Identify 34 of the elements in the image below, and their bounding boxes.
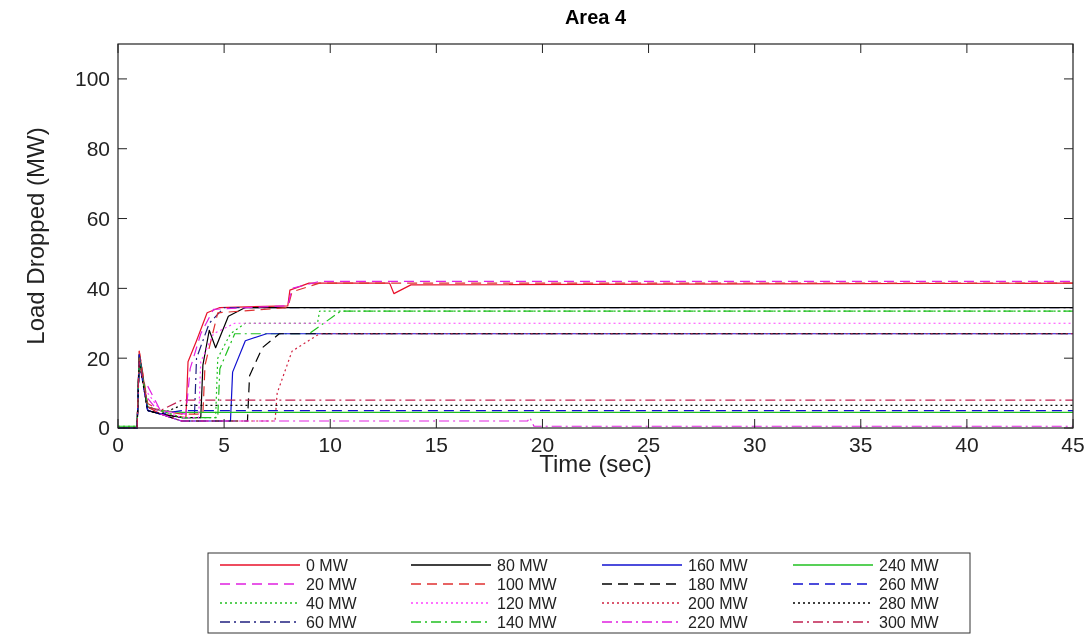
x-tick-label: 35 bbox=[849, 433, 873, 456]
x-tick-label: 10 bbox=[318, 433, 342, 456]
legend-label: 300 MW bbox=[879, 613, 940, 631]
y-axis-title: Load Dropped (MW) bbox=[22, 127, 49, 345]
y-tick-label: 60 bbox=[86, 206, 110, 230]
legend-label: 160 MW bbox=[688, 556, 749, 574]
legend-label: 280 MW bbox=[879, 594, 940, 612]
legend-label: 0 MW bbox=[306, 556, 349, 574]
legend-label: 240 MW bbox=[879, 556, 940, 574]
x-tick-label: 0 bbox=[112, 433, 124, 456]
legend-label: 100 MW bbox=[497, 575, 558, 593]
legend-label: 120 MW bbox=[497, 594, 558, 612]
y-tick-label: 0 bbox=[98, 416, 110, 440]
y-tick-label: 80 bbox=[86, 137, 110, 161]
legend-label: 140 MW bbox=[497, 613, 558, 631]
x-tick-label: 5 bbox=[218, 433, 230, 456]
y-tick-label: 40 bbox=[86, 276, 110, 300]
x-tick-label: 20 bbox=[530, 433, 555, 456]
x-tick-label: 25 bbox=[636, 433, 661, 456]
legend-label: 260 MW bbox=[879, 575, 940, 593]
legend-label: 200 MW bbox=[688, 594, 749, 612]
x-tick-label: 45 bbox=[1061, 433, 1085, 456]
legend-label: 60 MW bbox=[306, 613, 358, 631]
legend-label: 40 MW bbox=[306, 594, 358, 612]
x-tick-label: 30 bbox=[742, 433, 767, 456]
x-tick-label: 15 bbox=[424, 433, 449, 456]
y-tick-label: 100 bbox=[74, 67, 110, 91]
legend-label: 220 MW bbox=[688, 613, 749, 631]
y-tick-label: 20 bbox=[86, 346, 110, 370]
legend-label: 180 MW bbox=[688, 575, 749, 593]
legend-label: 20 MW bbox=[306, 575, 358, 593]
chart-title: Area 4 bbox=[564, 6, 627, 28]
legend-label: 80 MW bbox=[497, 556, 549, 574]
x-tick-label: 40 bbox=[955, 433, 979, 456]
